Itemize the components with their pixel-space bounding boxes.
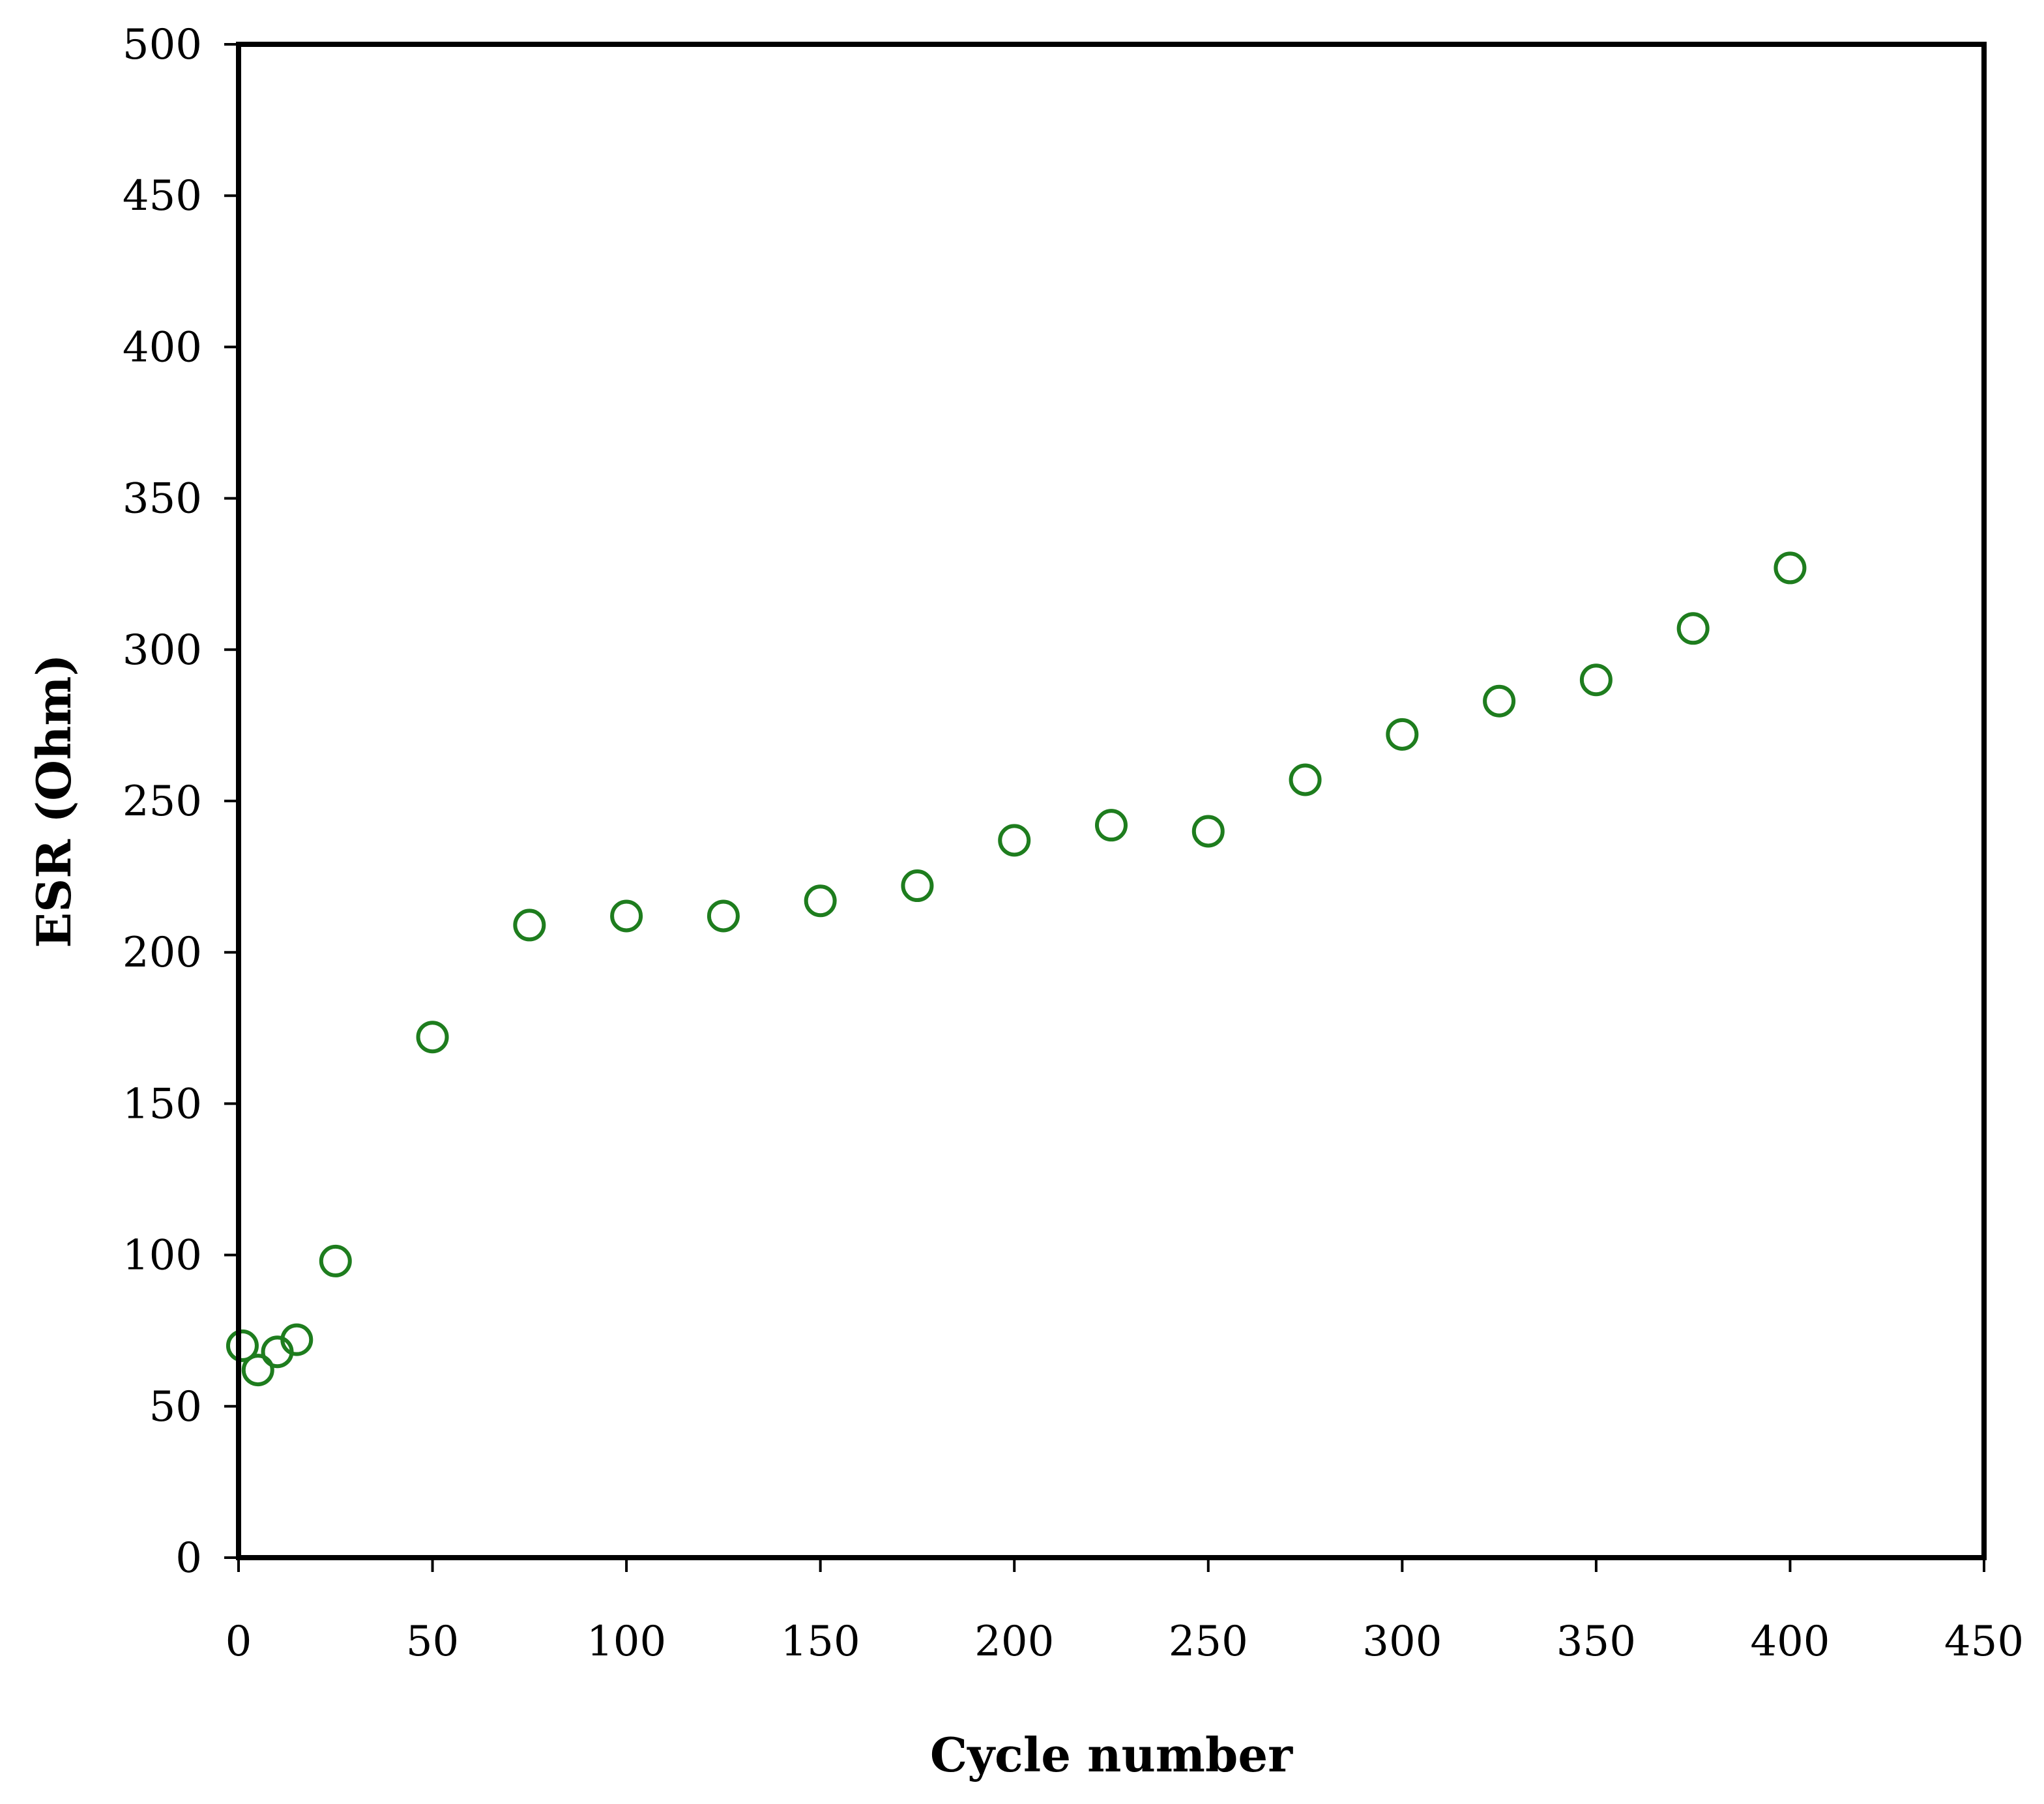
x-tick-label: 100 [587, 1618, 666, 1666]
data-point [998, 824, 1031, 857]
x-axis-title: Cycle number [930, 1727, 1293, 1782]
y-tick-label: 400 [123, 323, 202, 371]
data-point [280, 1323, 314, 1356]
data-point [1774, 551, 1807, 585]
y-tick-label: 350 [123, 475, 202, 523]
y-tick-label: 500 [123, 21, 202, 69]
data-point [1386, 718, 1419, 751]
data-point [1676, 612, 1710, 645]
x-tick-label: 350 [1556, 1618, 1636, 1666]
y-tick-label: 150 [123, 1080, 202, 1128]
data-point [1095, 809, 1128, 842]
y-tick-label: 50 [149, 1383, 202, 1431]
y-axis-title: ESR (Ohm) [26, 654, 81, 948]
x-tick-label: 150 [781, 1618, 860, 1666]
data-point [226, 1329, 259, 1362]
x-axis-ticks: 0 50 100 150 200 250 300 350 400 450 [226, 1558, 2024, 1666]
data-point [319, 1244, 352, 1277]
data-point [241, 1354, 274, 1387]
x-tick-label: 250 [1169, 1618, 1248, 1666]
data-points [226, 551, 1807, 1387]
data-point [707, 899, 740, 933]
data-point [416, 1021, 449, 1054]
data-point [804, 884, 837, 918]
data-point [1483, 684, 1516, 718]
plot-area-frame [236, 42, 1987, 1560]
data-point [1289, 763, 1322, 796]
x-tick-label: 450 [1944, 1618, 2024, 1666]
x-tick-label: 400 [1750, 1618, 1830, 1666]
y-tick-label: 450 [123, 172, 202, 220]
y-tick-label: 0 [175, 1534, 202, 1582]
y-tick-label: 250 [123, 778, 202, 826]
x-tick-label: 300 [1362, 1618, 1442, 1666]
y-tick-label: 200 [123, 929, 202, 977]
data-point [1579, 663, 1613, 697]
y-axis-ticks: 0 50 100 150 200 250 300 350 400 450 500 [123, 21, 239, 1582]
data-point [1191, 815, 1225, 848]
data-point [513, 909, 546, 942]
x-tick-label: 50 [406, 1618, 459, 1666]
data-point [901, 869, 934, 903]
y-tick-label: 100 [123, 1232, 202, 1280]
x-tick-label: 0 [226, 1618, 252, 1666]
x-tick-label: 200 [974, 1618, 1054, 1666]
y-tick-label: 300 [123, 626, 202, 675]
data-point [610, 899, 643, 933]
